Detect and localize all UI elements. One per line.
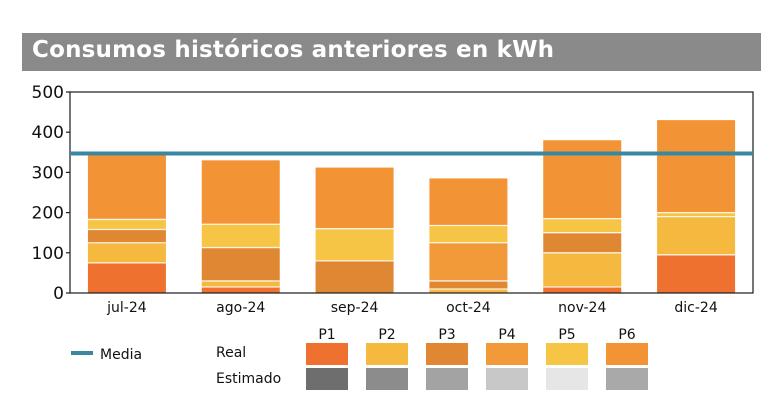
legend-period-label: P1 bbox=[318, 327, 335, 343]
bar-oct-24-P5 bbox=[429, 225, 508, 243]
bar-dic-24-P2 bbox=[657, 216, 736, 255]
legend-period-label: P3 bbox=[438, 327, 455, 343]
y-tick-label: 0 bbox=[53, 284, 64, 304]
bar-jul-24-P5 bbox=[87, 219, 166, 230]
bar-jul-24-P3 bbox=[87, 229, 166, 243]
legend-real-swatch-P1 bbox=[306, 343, 348, 365]
x-tick-label: dic-24 bbox=[674, 300, 717, 316]
y-tick-label: 400 bbox=[32, 123, 64, 143]
plot-frame bbox=[69, 91, 754, 294]
legend-estimado-swatch-P4 bbox=[486, 368, 528, 390]
legend-estimado-swatch-P3 bbox=[426, 368, 468, 390]
y-tick-label: 100 bbox=[32, 244, 64, 264]
legend-period-label: P5 bbox=[558, 327, 575, 343]
y-tick-label: 300 bbox=[32, 163, 64, 183]
bar-nov-24-P5 bbox=[543, 218, 622, 233]
bar-oct-24-P2 bbox=[429, 288, 508, 293]
bar-oct-24-P3 bbox=[429, 280, 508, 289]
bar-sep-24-P6 bbox=[315, 167, 394, 229]
bar-nov-24-P2 bbox=[543, 252, 622, 287]
legend-real-label: Real bbox=[216, 345, 246, 361]
legend-real-swatch-P2 bbox=[366, 343, 408, 365]
x-tick-label: oct-24 bbox=[446, 300, 491, 316]
bar-dic-24-P5 bbox=[657, 212, 736, 217]
legend-real-swatch-P3 bbox=[426, 343, 468, 365]
legend-estimado-swatch-P5 bbox=[546, 368, 588, 390]
legend-real-swatch-P4 bbox=[486, 343, 528, 365]
bar-jul-24-P6 bbox=[87, 153, 166, 220]
bar-oct-24-P4 bbox=[429, 242, 508, 281]
legend-estimado-swatch-P6 bbox=[606, 368, 648, 390]
legend-estimado-swatch-P2 bbox=[366, 368, 408, 390]
x-tick-label: sep-24 bbox=[331, 300, 379, 316]
x-tick-label: ago-24 bbox=[216, 300, 265, 316]
legend-estimado-swatch-P1 bbox=[306, 368, 348, 390]
legend-period-label: P2 bbox=[378, 327, 395, 343]
y-tick-label: 200 bbox=[32, 204, 64, 224]
legend-real-swatch-P6 bbox=[606, 343, 648, 365]
title-bar: Consumos históricos anteriores en kWh bbox=[22, 33, 761, 71]
bar-sep-24-P3 bbox=[315, 260, 394, 293]
legend-period-label: P4 bbox=[498, 327, 515, 343]
bar-dic-24-P1 bbox=[657, 254, 736, 293]
y-tick-label: 500 bbox=[32, 83, 64, 103]
x-tick-label: nov-24 bbox=[558, 300, 606, 316]
bar-ago-24-P3 bbox=[201, 247, 280, 281]
bar-sep-24-P5 bbox=[315, 228, 394, 261]
bar-ago-24-P1 bbox=[201, 286, 280, 293]
chart-title: Consumos históricos anteriores en kWh bbox=[32, 37, 555, 63]
legend-period-label: P6 bbox=[618, 327, 635, 343]
bar-ago-24-P2 bbox=[201, 280, 280, 287]
bar-nov-24-P1 bbox=[543, 286, 622, 293]
legend-estimado-label: Estimado bbox=[216, 371, 281, 387]
bar-jul-24-P1 bbox=[87, 262, 166, 293]
bar-nov-24-P3 bbox=[543, 232, 622, 253]
legend-media-label: Media bbox=[100, 347, 142, 363]
bar-ago-24-P5 bbox=[201, 224, 280, 248]
bar-ago-24-P6 bbox=[201, 160, 280, 225]
bar-dic-24-P6 bbox=[657, 120, 736, 213]
bar-oct-24-P6 bbox=[429, 178, 508, 226]
bar-jul-24-P2 bbox=[87, 242, 166, 263]
x-tick-label: jul-24 bbox=[106, 300, 147, 316]
legend-real-swatch-P5 bbox=[546, 343, 588, 365]
